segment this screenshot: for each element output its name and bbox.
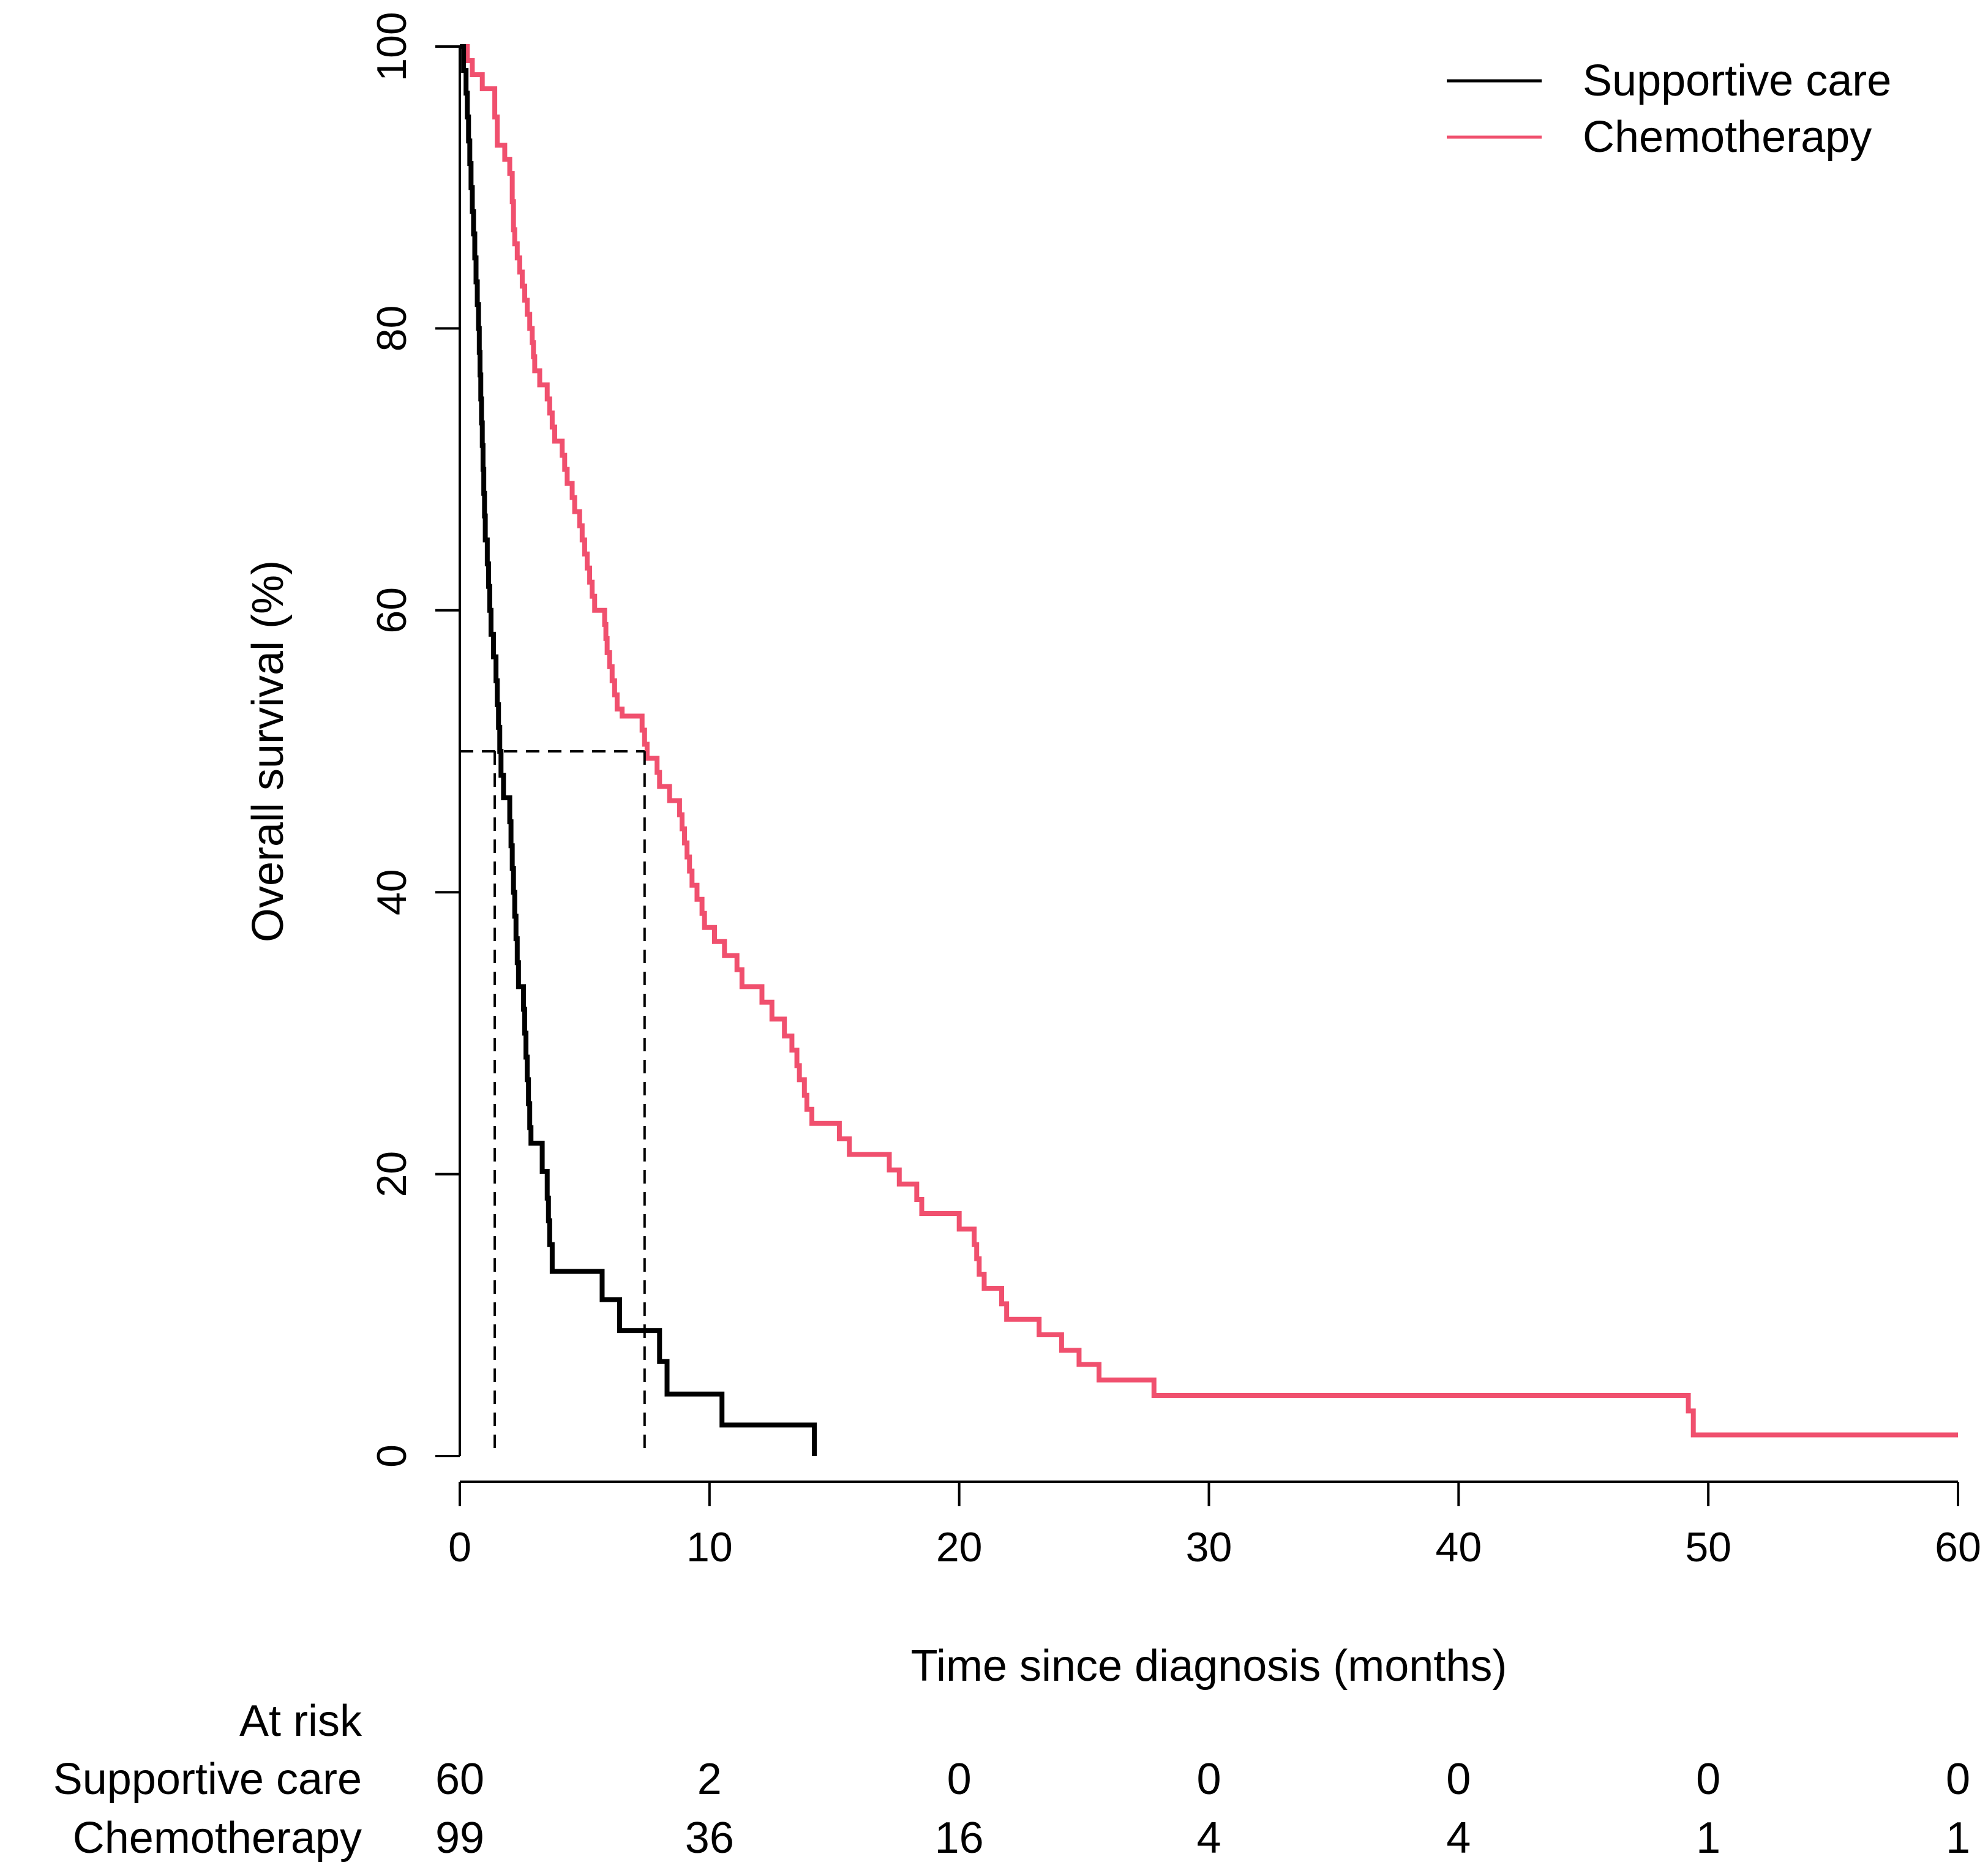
legend-label: Chemotherapy bbox=[1583, 113, 1872, 162]
x-tick-label: 40 bbox=[1436, 1524, 1482, 1571]
x-axis-ticks: 0 10 20 30 40 50 60 bbox=[448, 1482, 1981, 1571]
at-risk-count: 0 bbox=[1446, 1755, 1471, 1804]
legend-label: Supportive care bbox=[1583, 56, 1891, 105]
at-risk-count: 99 bbox=[435, 1814, 484, 1863]
at-risk-table: At risk Supportive care 60 2 0 0 0 0 0 Chemother… bbox=[53, 1697, 1970, 1863]
y-axis-ticks: 0 20 40 60 80 100 bbox=[369, 12, 460, 1468]
y-axis-title: Overall survival (%) bbox=[244, 560, 293, 942]
at-risk-count: 1 bbox=[1696, 1814, 1720, 1863]
y-tick-label: 100 bbox=[369, 12, 415, 81]
x-tick-label: 50 bbox=[1685, 1524, 1731, 1571]
at-risk-count: 0 bbox=[1946, 1755, 1970, 1804]
at-risk-count: 0 bbox=[1696, 1755, 1720, 1804]
at-risk-count: 60 bbox=[435, 1755, 484, 1804]
x-tick-label: 0 bbox=[448, 1524, 471, 1571]
at-risk-count: 0 bbox=[1196, 1755, 1221, 1804]
at-risk-header: At risk bbox=[239, 1697, 362, 1746]
at-risk-row-label: Chemotherapy bbox=[73, 1814, 362, 1863]
at-risk-count: 4 bbox=[1446, 1814, 1471, 1863]
y-tick-label: 0 bbox=[369, 1444, 415, 1468]
y-tick-label: 20 bbox=[369, 1151, 415, 1198]
x-tick-label: 30 bbox=[1186, 1524, 1232, 1571]
at-risk-count: 1 bbox=[1946, 1814, 1970, 1863]
at-risk-count: 4 bbox=[1196, 1814, 1221, 1863]
x-tick-label: 60 bbox=[1935, 1524, 1981, 1571]
y-tick-label: 80 bbox=[369, 306, 415, 352]
legend: Supportive care Chemotherapy bbox=[1447, 56, 1891, 162]
at-risk-count: 36 bbox=[685, 1814, 734, 1863]
survival-curve-chemotherapy bbox=[460, 44, 1958, 1438]
x-tick-label: 20 bbox=[936, 1524, 983, 1571]
y-tick-label: 60 bbox=[369, 587, 415, 634]
at-risk-count: 2 bbox=[697, 1755, 722, 1804]
axes: 0 20 40 60 80 100 0 10 20 30 40 50 60 bbox=[369, 12, 1981, 1571]
at-risk-count: 0 bbox=[947, 1755, 972, 1804]
at-risk-row-label: Supportive care bbox=[53, 1755, 362, 1804]
at-risk-count: 16 bbox=[935, 1814, 984, 1863]
x-axis-title: Time since diagnosis (months) bbox=[911, 1642, 1507, 1691]
survival-curve-supportive-care bbox=[460, 44, 817, 1456]
y-tick-label: 40 bbox=[369, 869, 415, 915]
plot-area bbox=[460, 44, 1958, 1456]
x-tick-label: 10 bbox=[686, 1524, 733, 1571]
